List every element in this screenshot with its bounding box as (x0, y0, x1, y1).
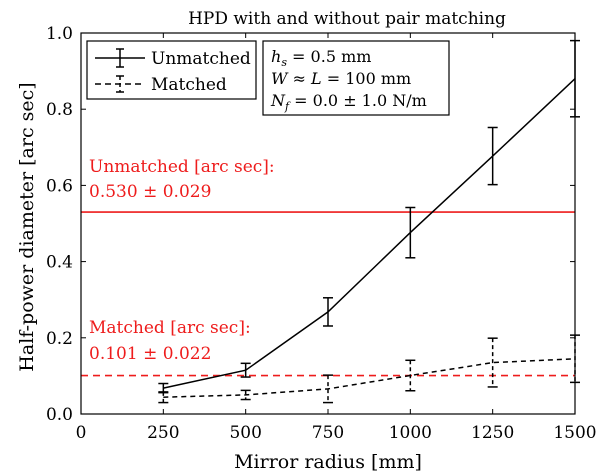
x-tick-label: 1000 (389, 423, 432, 443)
param-nf: Nf = 0.0 ± 1.0 N/m (270, 91, 427, 113)
error-bar (405, 206, 416, 259)
legend-box (86, 40, 257, 100)
x-tick-label: 1500 (553, 423, 596, 443)
error-bar (240, 389, 251, 401)
error-bar (405, 359, 416, 392)
x-tick-label: 750 (312, 423, 344, 443)
error-bar (487, 337, 498, 388)
series-matched (158, 334, 580, 404)
legend-unmatched-label: Unmatched (151, 49, 251, 69)
y-tick-label: 0.8 (46, 100, 73, 120)
x-tick-label: 500 (229, 423, 261, 443)
legend-unmatched-marker (95, 48, 145, 68)
y-tick-label: 0.0 (46, 405, 73, 425)
y-tick-label: 0.4 (46, 253, 73, 273)
ticks-layer: 0 250 500 750 1000 1250 1500 0.0 0.2 0.4 0.6 0.8 1.0 (46, 24, 597, 443)
error-bar (323, 374, 333, 404)
plot-frame (80, 32, 576, 415)
legend-matched-label: Matched (151, 75, 227, 95)
x-axis-label: Mirror radius [mm] (234, 451, 422, 473)
error-bar (323, 297, 333, 327)
matched-ref-value: 0.101 ± 0.022 (89, 344, 211, 364)
x-tick-label: 0 (76, 423, 87, 443)
unmatched-ref-label: Unmatched [arc sec]: (89, 157, 275, 177)
error-bar (487, 126, 498, 186)
y-axis-label: Half-power diameter [arc sec] (16, 82, 38, 371)
legend: Unmatched Matched (86, 40, 257, 100)
series-line (163, 358, 576, 398)
legend-matched-marker (95, 75, 145, 93)
error-bar (240, 362, 251, 378)
y-tick-label: 0.6 (46, 176, 73, 196)
error-bar (158, 391, 169, 404)
x-tick-label: 250 (147, 423, 179, 443)
chart-title: HPD with and without pair matching (188, 9, 506, 29)
unmatched-ref-value: 0.530 ± 0.029 (89, 182, 211, 202)
series-line (163, 78, 576, 389)
matched-ref-label: Matched [arc sec]: (89, 318, 251, 338)
params-box-frame (262, 40, 450, 116)
x-tick-label: 1250 (471, 423, 514, 443)
param-hs: hs = 0.5 mm (271, 47, 371, 69)
y-tick-label: 0.2 (46, 329, 73, 349)
y-tick-label: 1.0 (46, 24, 73, 44)
params-box: hs = 0.5 mm W ≈ L = 100 mm Nf = 0.0 ± 1.… (262, 40, 450, 116)
param-w-l: W ≈ L = 100 mm (271, 69, 411, 88)
